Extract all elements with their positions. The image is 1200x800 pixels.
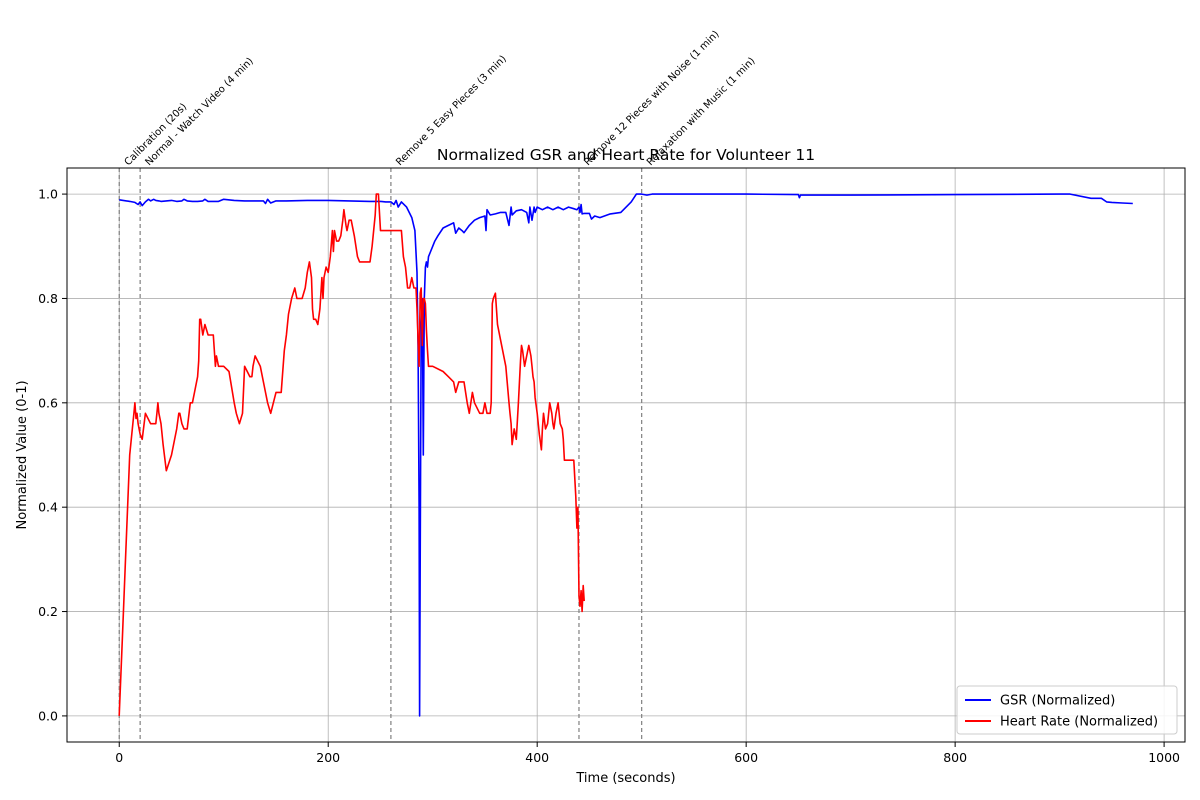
- y-tick-label: 0.4: [38, 500, 58, 515]
- legend: GSR (Normalized) Heart Rate (Normalized): [956, 685, 1178, 735]
- y-tick-label: 0.8: [38, 291, 58, 306]
- y-axis-title: Normalized Value (0-1): [15, 380, 30, 529]
- y-axis-ticks: 0.0 0.2 0.4 0.6 0.8 1.0: [38, 187, 67, 723]
- y-tick-label: 0.2: [38, 604, 58, 619]
- y-tick-label: 0.0: [38, 708, 58, 723]
- x-axis-title: Time (seconds): [575, 771, 675, 786]
- gsr-series-line: [119, 193, 1133, 717]
- grid: [67, 168, 1185, 742]
- x-tick-label: 1000: [1148, 750, 1180, 765]
- y-tick-label: 1.0: [38, 187, 58, 202]
- x-tick-label: 0: [115, 750, 123, 765]
- plot-frame: [66, 167, 1186, 743]
- phase-markers: [118, 168, 643, 742]
- x-tick-label: 400: [525, 750, 549, 765]
- legend-box: [956, 685, 1178, 735]
- heart-rate-series-line: [118, 193, 585, 716]
- legend-label: Heart Rate (Normalized): [1000, 715, 1158, 730]
- series-lines: [118, 193, 1133, 717]
- legend-label: GSR (Normalized): [1000, 694, 1115, 709]
- chart-title: Normalized GSR and Heart Rate for Volunt…: [437, 146, 815, 164]
- x-tick-label: 800: [943, 750, 967, 765]
- x-axis-ticks: 0 200 400 600 800 1000: [115, 742, 1180, 765]
- y-tick-label: 0.6: [38, 395, 58, 410]
- x-tick-label: 600: [734, 750, 758, 765]
- x-tick-label: 200: [316, 750, 340, 765]
